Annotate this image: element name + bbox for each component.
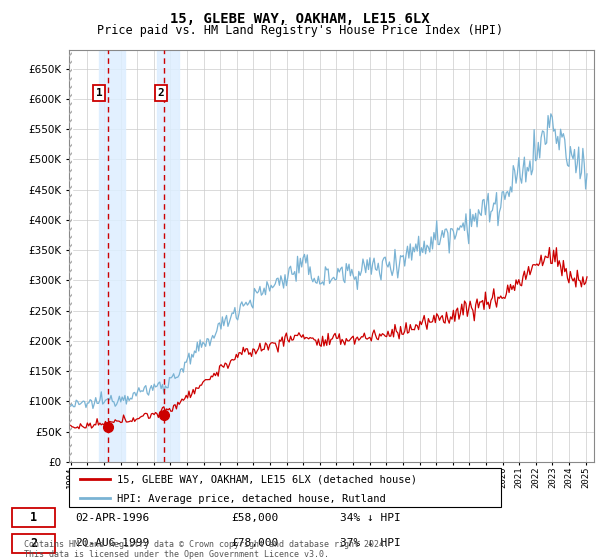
Text: 2: 2: [158, 88, 164, 98]
Bar: [69, 50, 72, 462]
Text: 37% ↓ HPI: 37% ↓ HPI: [340, 538, 401, 548]
Text: 15, GLEBE WAY, OAKHAM, LE15 6LX: 15, GLEBE WAY, OAKHAM, LE15 6LX: [170, 12, 430, 26]
Text: Price paid vs. HM Land Registry's House Price Index (HPI): Price paid vs. HM Land Registry's House …: [97, 24, 503, 36]
Text: 34% ↓ HPI: 34% ↓ HPI: [340, 513, 401, 523]
FancyBboxPatch shape: [12, 508, 55, 528]
Text: 1: 1: [31, 511, 37, 524]
FancyBboxPatch shape: [69, 468, 501, 507]
Text: HPI: Average price, detached house, Rutland: HPI: Average price, detached house, Rutl…: [116, 494, 385, 504]
Text: 2: 2: [31, 536, 37, 549]
Text: Contains HM Land Registry data © Crown copyright and database right 2024.
This d: Contains HM Land Registry data © Crown c…: [24, 540, 389, 559]
Text: 1: 1: [95, 88, 102, 98]
Text: 20-AUG-1999: 20-AUG-1999: [76, 538, 149, 548]
Bar: [69, 50, 72, 462]
Text: £58,000: £58,000: [231, 513, 278, 523]
Bar: [99, 50, 125, 462]
Bar: [157, 50, 179, 462]
FancyBboxPatch shape: [12, 534, 55, 553]
Text: 02-APR-1996: 02-APR-1996: [76, 513, 149, 523]
Text: £78,000: £78,000: [231, 538, 278, 548]
Text: 15, GLEBE WAY, OAKHAM, LE15 6LX (detached house): 15, GLEBE WAY, OAKHAM, LE15 6LX (detache…: [116, 474, 416, 484]
